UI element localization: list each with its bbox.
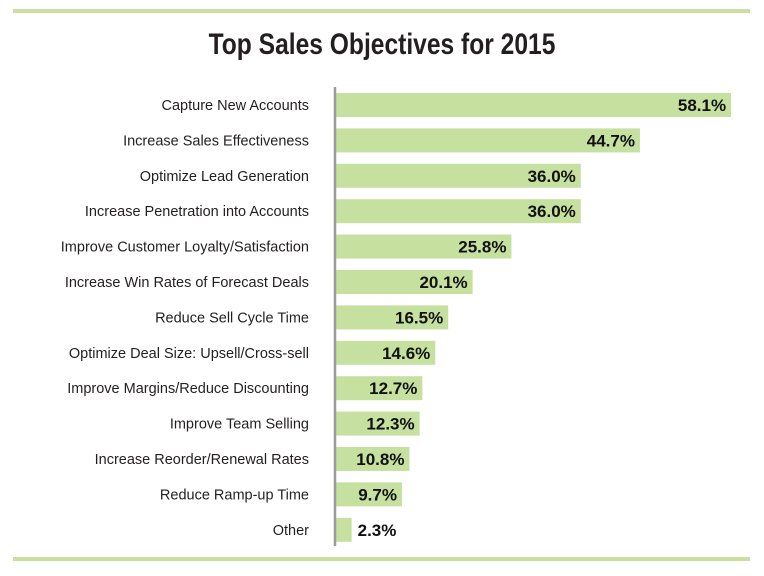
value-label: 12.7% <box>369 379 417 398</box>
value-label: 2.3% <box>358 521 397 540</box>
bar <box>336 411 420 436</box>
bar <box>336 93 732 117</box>
value-label: 44.7% <box>587 131 635 150</box>
bottom-accent-rule <box>13 557 750 561</box>
category-label: Reduce Sell Cycle Time <box>155 310 309 326</box>
chart-title: Top Sales Objectives for 2015 <box>208 28 556 61</box>
bar <box>336 376 423 401</box>
top-accent-rule <box>13 9 750 13</box>
category-label: Improve Customer Loyalty/Satisfaction <box>61 240 309 256</box>
value-label: 9.7% <box>358 485 397 504</box>
value-label: 20.1% <box>419 273 467 292</box>
value-label: 14.6% <box>382 344 430 363</box>
value-label: 10.8% <box>356 450 404 469</box>
bar <box>336 517 352 542</box>
category-label: Improve Margins/Reduce Discounting <box>67 381 309 397</box>
value-label: 12.3% <box>366 415 414 434</box>
value-label: 36.0% <box>528 202 576 221</box>
bar <box>336 340 436 365</box>
bar <box>336 447 410 471</box>
bar <box>336 482 402 507</box>
category-label: Increase Reorder/Renewal Rates <box>95 452 309 468</box>
bar <box>336 163 581 188</box>
category-label: Optimize Deal Size: Upsell/Cross-sell <box>69 346 309 362</box>
category-label: Increase Sales Effectiveness <box>123 133 309 149</box>
bar <box>336 305 449 330</box>
category-label: Optimize Lead Generation <box>140 169 309 185</box>
category-label: Capture New Accounts <box>162 98 310 114</box>
category-label: Other <box>273 523 309 539</box>
bar <box>336 128 640 153</box>
bar <box>336 270 473 294</box>
value-label: 25.8% <box>458 238 506 257</box>
bar <box>336 199 581 224</box>
bar <box>336 234 512 259</box>
value-label: 36.0% <box>528 167 576 186</box>
value-label: 16.5% <box>395 308 443 327</box>
category-label: Improve Team Selling <box>170 417 309 433</box>
category-label: Reduce Ramp-up Time <box>160 487 309 503</box>
category-label: Increase Win Rates of Forecast Deals <box>65 275 309 291</box>
value-label: 58.1% <box>678 96 726 115</box>
category-label: Increase Penetration into Accounts <box>85 204 309 220</box>
